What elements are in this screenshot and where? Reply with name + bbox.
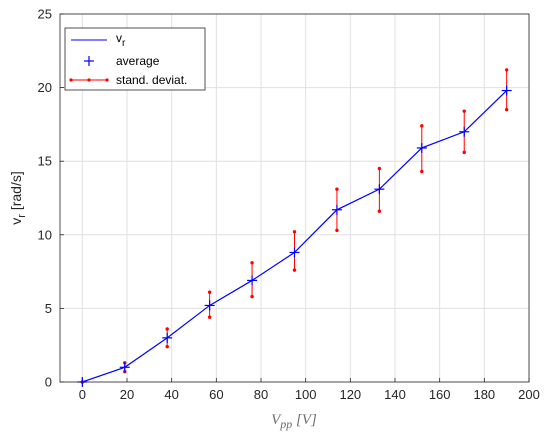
x-tick-label: 120 — [339, 387, 361, 402]
y-tick-label: 15 — [38, 154, 52, 169]
y-tick-label: 5 — [45, 301, 52, 316]
legend-vr-main: v — [116, 31, 122, 45]
legend: vr average stand. deviat. — [64, 27, 206, 91]
y-tick-label: 10 — [38, 227, 52, 242]
legend-errorbar-dot-right — [105, 78, 109, 82]
error-bar-lower-dot — [420, 169, 424, 174]
x-axis-ticks: 0 20 40 60 80 100 120 140 160 180 200 — [79, 378, 540, 402]
y-axis-label-unit: [rad/s] — [8, 171, 24, 214]
error-bar-upper-dot — [462, 109, 466, 113]
x-tick-label: 60 — [209, 387, 223, 402]
x-tick-label: 200 — [518, 387, 540, 402]
y-tick-label: 20 — [38, 80, 52, 95]
y-tick-label: 25 — [38, 7, 52, 22]
x-axis-label-main: V — [271, 412, 282, 428]
error-bar-lower-dot — [250, 294, 254, 299]
average-marker — [501, 85, 512, 96]
average-marker — [416, 142, 427, 153]
average-marker — [204, 300, 215, 311]
y-axis-label: vr [rad/s] — [8, 171, 28, 224]
x-tick-label: 180 — [473, 387, 495, 402]
average-marker — [459, 126, 470, 137]
error-bar-lower-dot — [377, 209, 382, 213]
average-marker — [119, 362, 130, 373]
x-tick-label: 80 — [254, 387, 268, 402]
legend-vr-sub: r — [122, 38, 126, 49]
error-bar-upper-dot — [335, 187, 339, 191]
x-axis-label-sub: pp — [279, 417, 292, 431]
x-tick-label: 100 — [295, 387, 317, 402]
y-axis-label-sub: r — [16, 214, 28, 218]
error-bar-lower-dot — [292, 268, 297, 272]
error-bar-lower-dot — [335, 228, 339, 233]
error-bar — [165, 327, 169, 349]
error-bar-upper-dot — [250, 261, 254, 265]
average-marker — [374, 184, 385, 195]
x-tick-label: 20 — [120, 387, 134, 402]
average-marker — [162, 332, 173, 343]
error-bar-lower-dot — [207, 315, 212, 319]
x-tick-label: 0 — [79, 387, 86, 402]
error-bar-upper-dot — [504, 68, 509, 72]
error-bar-upper-dot — [377, 166, 382, 171]
error-bar-lower-dot — [504, 107, 509, 112]
error-bar-lower-dot — [462, 150, 466, 155]
legend-item-stddev: stand. deviat. — [116, 73, 187, 87]
x-axis-label: Vpp [V] — [271, 412, 317, 431]
legend-item-vr: vr — [116, 31, 126, 49]
error-bar-upper-dot — [420, 124, 424, 128]
legend-errorbar-dot-mid — [87, 78, 91, 82]
error-bar-upper-dot — [165, 327, 169, 331]
y-axis-label-main: v — [8, 218, 24, 225]
average-marker — [247, 275, 258, 286]
average-marker — [289, 247, 300, 258]
x-tick-label: 140 — [384, 387, 406, 402]
average-marker — [331, 204, 342, 215]
series-layer — [77, 68, 512, 387]
error-bar-lower-dot — [165, 344, 169, 349]
legend-errorbar-dot-left — [69, 78, 73, 82]
error-bar-upper-dot — [207, 290, 212, 294]
x-axis-label-unit: [V] — [292, 412, 317, 428]
y-tick-label: 0 — [45, 375, 52, 390]
y-axis-ticks: 0 5 10 15 20 25 — [38, 7, 64, 390]
plot-frame — [59, 13, 530, 383]
error-bar-upper-dot — [292, 230, 297, 234]
x-tick-label: 40 — [164, 387, 178, 402]
legend-item-average: average — [116, 54, 160, 68]
x-tick-label: 160 — [429, 387, 451, 402]
